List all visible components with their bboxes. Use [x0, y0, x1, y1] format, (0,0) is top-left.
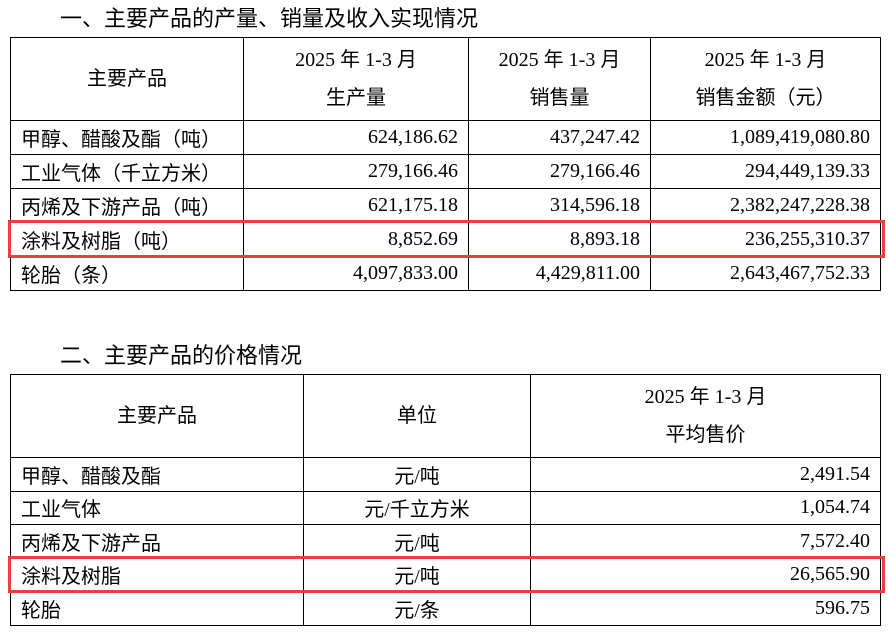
header-cell: 2025 年 1-3 月销售量 [468, 37, 651, 121]
table-cell: 工业气体（千立方米） [10, 154, 244, 189]
header-text: 销售量 [529, 87, 590, 109]
table-cell: 437,247.42 [468, 120, 651, 155]
table: 主要产品 2025 年 1-3 月生产量 2025 年 1-3 月销售量 2025 年… [10, 37, 881, 291]
table-cell: 元/吨 [303, 557, 531, 592]
table-row: 涂料及树脂（吨） 8,852.69 8,893.18 236,255,310.37 [10, 222, 881, 257]
table-cell: 2,643,467,752.33 [650, 256, 881, 291]
highlight-box [8, 220, 885, 258]
table-cell: 314,596.18 [468, 188, 651, 223]
header-cell: 主要产品 [10, 37, 244, 121]
header-text: 单位 [397, 405, 437, 427]
header-text: 2025 年 1-3 月 [295, 49, 417, 71]
table-row: 丙烯及下游产品（吨） 621,175.18 314,596.18 2,382,247,… [10, 188, 881, 223]
table-cell: 元/吨 [303, 524, 531, 559]
table-row: 轮胎（条） 4,097,833.00 4,429,811.00 2,643,467,7… [10, 256, 881, 291]
table-cell: 8,852.69 [243, 222, 469, 257]
table-row: 工业气体（千立方米） 279,166.46 279,166.46 294,449,13… [10, 154, 881, 189]
header-text: 生产量 [326, 87, 386, 109]
header-cell: 2025 年 1-3 月平均售价 [530, 374, 881, 458]
table-cell: 轮胎（条） [10, 256, 244, 291]
table-cell: 2,491.54 [530, 457, 881, 492]
table-cell: 279,166.46 [468, 154, 651, 189]
table-row: 涂料及树脂 元/吨 26,565.90 [10, 557, 881, 592]
table-cell: 丙烯及下游产品（吨） [10, 188, 244, 223]
table-cell: 236,255,310.37 [650, 222, 881, 257]
table-row: 轮胎 元/条 596.75 [10, 591, 881, 626]
header-row: 主要产品 2025 年 1-3 月生产量 2025 年 1-3 月销售量 2025 年… [10, 37, 881, 121]
header-text: 销售金额（元） [695, 87, 836, 109]
table-cell: 621,175.18 [243, 188, 469, 223]
table-cell: 涂料及树脂（吨） [10, 222, 244, 257]
header-text: 主要产品 [117, 405, 197, 427]
table-cell: 294,449,139.33 [650, 154, 881, 189]
table: 主要产品 单位 2025 年 1-3 月平均售价 甲醇、醋酸及酯 元/吨 2,491.54… [10, 374, 881, 626]
header-text: 2025 年 1-3 月 [644, 386, 767, 408]
table-cell: 元/吨 [303, 457, 531, 492]
table-row: 丙烯及下游产品 元/吨 7,572.40 [10, 524, 881, 559]
table-row: 甲醇、醋酸及酯（吨） 624,186.62 437,247.42 1,089,419,… [10, 120, 881, 155]
table-cell: 元/条 [303, 591, 531, 626]
highlight-box [8, 555, 885, 593]
table-cell: 丙烯及下游产品 [10, 524, 304, 559]
header-cell: 主要产品 [10, 374, 304, 458]
table-cell: 624,186.62 [243, 120, 469, 155]
header-row: 主要产品 单位 2025 年 1-3 月平均售价 [10, 374, 881, 458]
header-text: 主要产品 [87, 68, 167, 90]
header-text: 2025 年 1-3 月 [498, 49, 621, 71]
table-cell: 279,166.46 [243, 154, 469, 189]
header-cell: 2025 年 1-3 月销售金额（元） [650, 37, 881, 121]
table-cell: 7,572.40 [530, 524, 881, 559]
header-cell: 2025 年 1-3 月生产量 [243, 37, 469, 121]
table-cell: 4,429,811.00 [468, 256, 651, 291]
table-row: 甲醇、醋酸及酯 元/吨 2,491.54 [10, 457, 881, 492]
table-cell: 2,382,247,228.38 [650, 188, 881, 223]
table-cell: 甲醇、醋酸及酯 [10, 457, 304, 492]
table-cell: 4,097,833.00 [243, 256, 469, 291]
table-cell: 8,893.18 [468, 222, 651, 257]
table-cell: 26,565.90 [530, 557, 881, 592]
table-cell: 596.75 [530, 591, 881, 626]
table-cell: 轮胎 [10, 591, 304, 626]
section-title: 一、主要产品的产量、销量及收入实现情况 [60, 6, 479, 31]
table-cell: 1,054.74 [530, 490, 881, 525]
table-row: 工业气体 元/千立方米 1,054.74 [10, 490, 881, 525]
section-title: 二、主要产品的价格情况 [60, 343, 303, 368]
table-cell: 1,089,419,080.80 [650, 120, 881, 155]
header-cell: 单位 [303, 374, 531, 458]
table-cell: 甲醇、醋酸及酯（吨） [10, 120, 244, 155]
table-cell: 工业气体 [10, 490, 304, 525]
table-cell: 元/千立方米 [303, 490, 531, 525]
header-text: 平均售价 [665, 424, 746, 446]
header-text: 2025 年 1-3 月 [704, 49, 827, 71]
